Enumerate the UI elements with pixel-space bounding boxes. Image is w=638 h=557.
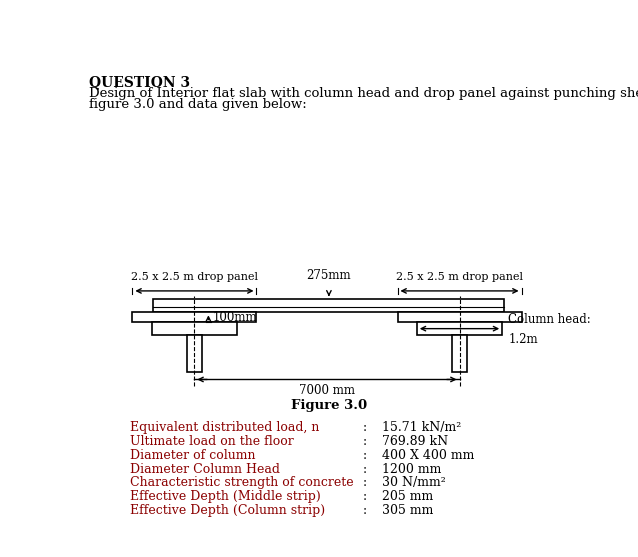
Text: :: : [363,449,367,462]
Text: Ultimate load on the floor: Ultimate load on the floor [130,435,294,448]
Text: 2.5 x 2.5 m drop panel: 2.5 x 2.5 m drop panel [396,272,523,282]
Text: QUESTION 3: QUESTION 3 [89,75,190,89]
Text: :: : [363,463,367,476]
Text: 7000 mm: 7000 mm [299,384,355,397]
Text: Equivalent distributed load, n: Equivalent distributed load, n [130,421,320,434]
Text: 769.89 kN: 769.89 kN [382,435,448,448]
Text: 205 mm: 205 mm [382,490,433,504]
Text: 275mm: 275mm [307,270,352,282]
Bar [452,335,467,372]
Text: Effective Depth (Column strip): Effective Depth (Column strip) [130,504,325,517]
Text: Effective Depth (Middle strip): Effective Depth (Middle strip) [130,490,321,504]
Bar [152,323,237,335]
Text: 1200 mm: 1200 mm [382,463,441,476]
Text: Diameter Column Head: Diameter Column Head [130,463,280,476]
Text: Design of Interior flat slab with column head and drop panel against punching sh: Design of Interior flat slab with column… [89,87,638,100]
Text: :: : [363,490,367,504]
Bar [417,323,502,335]
Text: :: : [363,435,367,448]
Bar [397,312,521,323]
Text: :: : [363,476,367,490]
Bar [187,335,202,372]
Text: 2.5 x 2.5 m drop panel: 2.5 x 2.5 m drop panel [131,272,258,282]
Text: figure 3.0 and data given below:: figure 3.0 and data given below: [89,99,307,111]
Text: 15.71 kN/m²: 15.71 kN/m² [382,421,461,434]
Text: 100mm: 100mm [213,311,258,324]
Text: Figure 3.0: Figure 3.0 [291,399,367,413]
Text: Diameter of column: Diameter of column [130,449,256,462]
Text: Column head:: Column head: [508,312,591,325]
Bar [133,312,256,323]
Text: 400 X 400 mm: 400 X 400 mm [382,449,475,462]
Text: 1.2m: 1.2m [508,333,538,346]
Text: :: : [363,504,367,517]
Text: :: : [363,421,367,434]
Text: Characteristic strength of concrete: Characteristic strength of concrete [130,476,353,490]
Bar [153,299,505,312]
Text: 305 mm: 305 mm [382,504,433,517]
Text: 30 N/mm²: 30 N/mm² [382,476,446,490]
